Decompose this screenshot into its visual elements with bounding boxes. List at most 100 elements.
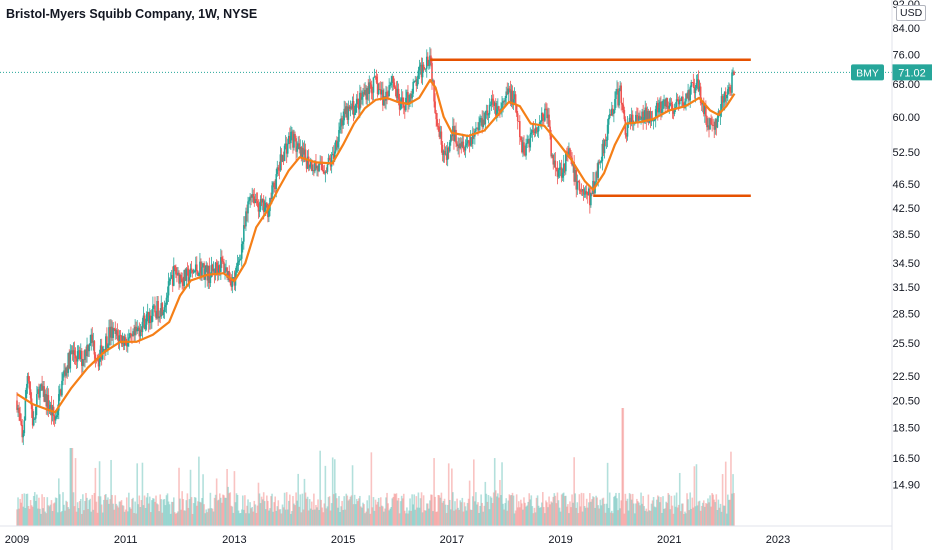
volume-bar bbox=[248, 513, 250, 526]
volume-bar bbox=[32, 495, 35, 526]
volume-bar bbox=[730, 451, 732, 526]
volume-bar bbox=[559, 511, 562, 526]
volume-bar bbox=[382, 506, 384, 526]
volume-bar bbox=[600, 505, 603, 526]
candle-body bbox=[350, 106, 353, 109]
candle-body bbox=[437, 125, 440, 127]
candle-body bbox=[729, 87, 731, 92]
volume-bar bbox=[113, 509, 116, 526]
x-tick-label: 2017 bbox=[440, 534, 464, 546]
candle-body bbox=[709, 118, 711, 130]
candle-body bbox=[531, 130, 534, 133]
candle-body bbox=[180, 275, 182, 279]
volume-bar bbox=[673, 495, 676, 526]
candle-body bbox=[88, 345, 90, 352]
volume-bar bbox=[455, 509, 457, 526]
candle-body bbox=[321, 163, 324, 171]
candle-body bbox=[296, 146, 298, 152]
volume-bar bbox=[123, 511, 126, 526]
volume-bar bbox=[17, 497, 19, 526]
volume-bar bbox=[55, 498, 58, 526]
candle-body bbox=[609, 114, 612, 116]
candle-body bbox=[544, 108, 546, 121]
volume-bar bbox=[540, 502, 543, 526]
volume-bar bbox=[188, 499, 191, 526]
candle-body bbox=[515, 104, 518, 114]
candle-body bbox=[603, 139, 606, 154]
volume-bar bbox=[583, 506, 586, 526]
candle-body bbox=[454, 129, 456, 142]
volume-bar bbox=[258, 493, 261, 526]
candle-body bbox=[537, 125, 540, 132]
volume-bar bbox=[392, 496, 395, 526]
volume-bar bbox=[494, 490, 497, 526]
volume-bar bbox=[575, 507, 578, 526]
volume-bar bbox=[125, 497, 128, 526]
candle-body bbox=[101, 350, 104, 360]
candle-body bbox=[626, 122, 629, 137]
candle-body bbox=[563, 163, 566, 172]
volume-bar bbox=[96, 512, 99, 526]
volume-bar bbox=[679, 511, 682, 526]
volume-bar bbox=[606, 462, 609, 526]
candle-body bbox=[181, 278, 183, 284]
volume-bar bbox=[501, 462, 503, 526]
candle-body bbox=[106, 336, 108, 348]
volume-bar bbox=[30, 505, 33, 526]
candle-body bbox=[344, 108, 347, 115]
volume-bar bbox=[255, 512, 258, 526]
candle-body bbox=[134, 326, 136, 336]
volume-bar bbox=[691, 497, 694, 526]
volume-bar bbox=[497, 493, 499, 526]
candle-body bbox=[581, 189, 584, 192]
volume-bar bbox=[589, 493, 591, 526]
candle-body bbox=[184, 270, 187, 281]
candle-body bbox=[307, 156, 310, 168]
candle-body bbox=[713, 125, 716, 130]
currency-badge[interactable]: USD bbox=[896, 5, 927, 21]
candle-body bbox=[404, 107, 406, 111]
candle-body bbox=[417, 70, 420, 79]
candle-body bbox=[206, 265, 209, 281]
price-tag: BMY 71.02 bbox=[851, 64, 932, 81]
volume-bar bbox=[312, 509, 314, 526]
candle-body bbox=[424, 68, 427, 70]
candle-body bbox=[631, 114, 634, 124]
candle-body bbox=[117, 335, 120, 342]
volume-bar bbox=[621, 408, 624, 526]
volume-bar bbox=[182, 499, 185, 526]
volume-bar bbox=[320, 499, 322, 526]
candle-body bbox=[641, 111, 643, 120]
candle-body bbox=[705, 105, 707, 117]
volume-bar bbox=[24, 507, 27, 526]
candle-body bbox=[97, 359, 100, 367]
candle-body bbox=[452, 126, 454, 137]
volume-bar bbox=[40, 513, 42, 526]
candle-body bbox=[210, 264, 213, 278]
y-tick-label: 22.50 bbox=[892, 371, 920, 383]
y-tick-label: 20.50 bbox=[892, 395, 920, 407]
volume-bar bbox=[100, 504, 103, 526]
candle-body bbox=[569, 148, 571, 156]
candle-body bbox=[512, 99, 515, 105]
candle-body bbox=[606, 124, 609, 141]
volume-bar bbox=[112, 503, 114, 526]
volume-bar bbox=[373, 510, 376, 526]
candle-body bbox=[262, 199, 265, 212]
candle-body bbox=[207, 265, 210, 281]
volume-bar bbox=[641, 503, 643, 526]
volume-bar bbox=[190, 497, 193, 526]
volume-bar bbox=[406, 507, 408, 526]
volume-bar bbox=[547, 507, 549, 526]
volume-bar bbox=[294, 505, 296, 526]
volume-bar bbox=[557, 500, 560, 526]
volume-bar bbox=[368, 495, 371, 526]
candle-body bbox=[298, 143, 301, 150]
candle-body bbox=[387, 96, 389, 97]
candle-body bbox=[91, 334, 94, 343]
candle-body bbox=[121, 336, 124, 344]
candle-body bbox=[177, 272, 179, 275]
volume-bar bbox=[340, 506, 342, 526]
volume-bar bbox=[602, 497, 605, 526]
